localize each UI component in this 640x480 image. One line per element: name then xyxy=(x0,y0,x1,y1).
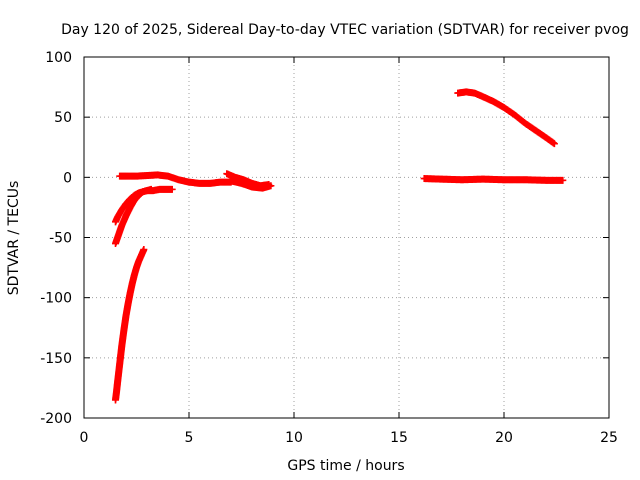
plot-area xyxy=(83,56,610,419)
series-upper-rising-track xyxy=(112,185,176,226)
series-afternoon-flat-track xyxy=(420,175,567,184)
x-tick-label: 20 xyxy=(495,430,513,446)
data-point xyxy=(559,176,567,184)
grid-lines xyxy=(84,57,609,418)
data-point xyxy=(168,185,176,193)
y-tick-label: -100 xyxy=(40,291,72,307)
series-deep-drop-track xyxy=(112,246,148,404)
x-tick-label: 0 xyxy=(80,430,89,446)
y-tick-label: -200 xyxy=(40,411,72,427)
x-tick-label: 5 xyxy=(185,430,194,446)
data-points xyxy=(112,88,567,404)
y-tick-label: 0 xyxy=(63,170,72,186)
axis-ticks: 0 5 10 15 20 25 -200 -150 -100 -50 0 50 100 xyxy=(40,50,618,446)
y-tick-label: 100 xyxy=(45,50,72,66)
series-near-zero-track-c xyxy=(227,177,275,192)
y-tick-label: 50 xyxy=(54,110,72,126)
y-tick-label: -150 xyxy=(40,351,72,367)
data-point xyxy=(140,246,148,254)
x-tick-label: 10 xyxy=(285,430,303,446)
series-high-descending-track xyxy=(454,88,558,148)
data-point xyxy=(550,140,558,148)
y-tick-label: -50 xyxy=(49,231,72,247)
x-axis-label: GPS time / hours xyxy=(287,458,404,474)
data-point xyxy=(267,182,275,190)
y-axis-label: SDTVAR / TECUs xyxy=(6,181,22,296)
x-tick-label: 25 xyxy=(600,430,618,446)
series-near-zero-track-a xyxy=(116,171,235,187)
x-tick-label: 15 xyxy=(390,430,408,446)
chart-title: Day 120 of 2025, Sidereal Day-to-day VTE… xyxy=(61,22,629,38)
